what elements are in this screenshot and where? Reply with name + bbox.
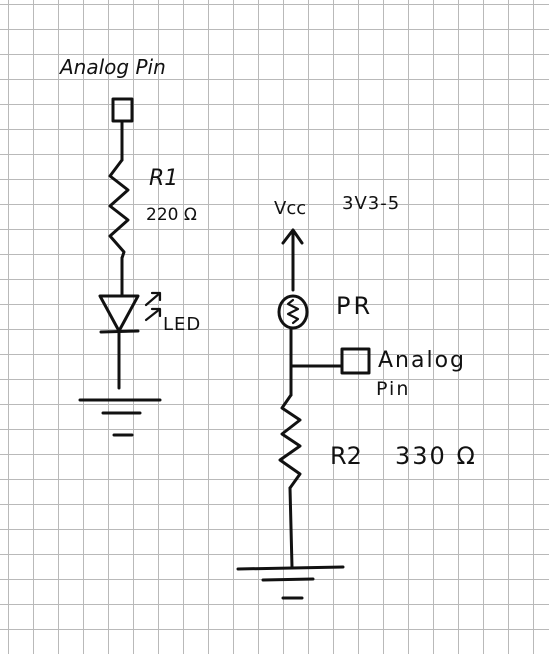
vcc-arrow-icon [281, 228, 304, 292]
right-analog-pin-label-line2: Pin [376, 378, 411, 400]
r2-value-label: 330 Ω [395, 442, 477, 470]
photoresistor-label: PR [336, 292, 374, 320]
left-ground-symbol [78, 398, 162, 437]
right-ground-symbol [236, 565, 345, 600]
led-label: LED [163, 314, 202, 335]
photoresistor-symbol [277, 294, 309, 330]
led-symbol [98, 291, 162, 334]
right-circuit [236, 228, 371, 600]
r1-name-label: R1 [149, 166, 179, 191]
left-circuit [78, 97, 162, 437]
left-analog-pin-terminal [111, 97, 134, 123]
vcc-range-label: 3V3-5 [342, 193, 401, 214]
r2-name-label: R2 [330, 442, 362, 470]
left-analog-pin-label: Analog Pin [60, 55, 166, 79]
right-wire-r2-to-ground [288, 486, 294, 569]
right-resistor-r2 [278, 393, 302, 490]
right-analog-pin-terminal [340, 347, 371, 375]
vcc-label: Vcc [274, 198, 307, 219]
left-resistor-r1 [108, 158, 130, 260]
r1-value-label: 220 Ω [146, 205, 197, 225]
right-analog-pin-label-line1: Analog [378, 348, 467, 373]
